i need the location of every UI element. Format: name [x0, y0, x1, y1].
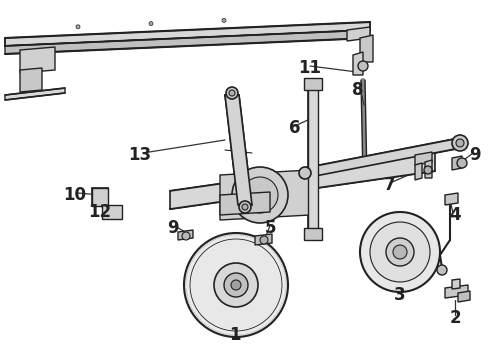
Polygon shape [347, 27, 370, 41]
Circle shape [76, 25, 80, 29]
Circle shape [231, 280, 241, 290]
Circle shape [226, 87, 238, 99]
Text: 11: 11 [298, 59, 321, 77]
Polygon shape [304, 228, 322, 240]
Circle shape [457, 158, 467, 168]
Circle shape [214, 263, 258, 307]
Text: 8: 8 [352, 81, 364, 99]
Circle shape [299, 167, 311, 179]
Text: 7: 7 [384, 176, 396, 194]
Polygon shape [445, 193, 458, 205]
Circle shape [424, 166, 432, 174]
Circle shape [149, 22, 153, 26]
Polygon shape [452, 279, 460, 289]
Circle shape [182, 232, 190, 240]
Circle shape [242, 204, 248, 210]
Circle shape [393, 245, 407, 259]
Polygon shape [5, 22, 370, 46]
Circle shape [190, 239, 282, 331]
Circle shape [360, 212, 440, 292]
Polygon shape [20, 47, 55, 73]
Polygon shape [415, 152, 432, 165]
Text: 13: 13 [128, 146, 151, 164]
Polygon shape [178, 230, 193, 240]
Polygon shape [20, 68, 42, 92]
Polygon shape [353, 52, 363, 75]
Circle shape [239, 201, 251, 213]
Text: 3: 3 [394, 286, 406, 304]
Text: 6: 6 [289, 119, 301, 137]
Polygon shape [220, 192, 270, 215]
Circle shape [242, 177, 278, 213]
Text: 2: 2 [449, 309, 461, 327]
Text: 4: 4 [449, 206, 461, 224]
Text: 9: 9 [167, 219, 179, 237]
Circle shape [224, 273, 248, 297]
Circle shape [437, 265, 447, 275]
Polygon shape [452, 156, 462, 170]
Polygon shape [308, 82, 318, 230]
Text: 12: 12 [88, 203, 112, 221]
Circle shape [184, 233, 288, 337]
Circle shape [370, 222, 430, 282]
Polygon shape [458, 291, 470, 302]
Polygon shape [445, 285, 468, 298]
Circle shape [260, 236, 268, 244]
Polygon shape [220, 170, 310, 220]
Text: 1: 1 [229, 326, 241, 344]
Polygon shape [5, 30, 370, 54]
Polygon shape [305, 138, 460, 178]
Text: 9: 9 [469, 146, 481, 164]
Circle shape [222, 18, 226, 22]
Polygon shape [5, 88, 65, 100]
Circle shape [452, 135, 468, 151]
Polygon shape [170, 153, 435, 209]
Polygon shape [304, 78, 322, 90]
Polygon shape [360, 35, 373, 62]
Circle shape [358, 61, 368, 71]
Polygon shape [102, 205, 122, 219]
Polygon shape [255, 234, 272, 245]
Polygon shape [92, 188, 108, 206]
Circle shape [232, 167, 288, 223]
Text: 10: 10 [64, 186, 87, 204]
Text: 5: 5 [264, 219, 276, 237]
Polygon shape [415, 163, 422, 180]
Polygon shape [425, 160, 432, 178]
Circle shape [386, 238, 414, 266]
Circle shape [229, 90, 235, 96]
Circle shape [456, 139, 464, 147]
Polygon shape [225, 95, 252, 205]
